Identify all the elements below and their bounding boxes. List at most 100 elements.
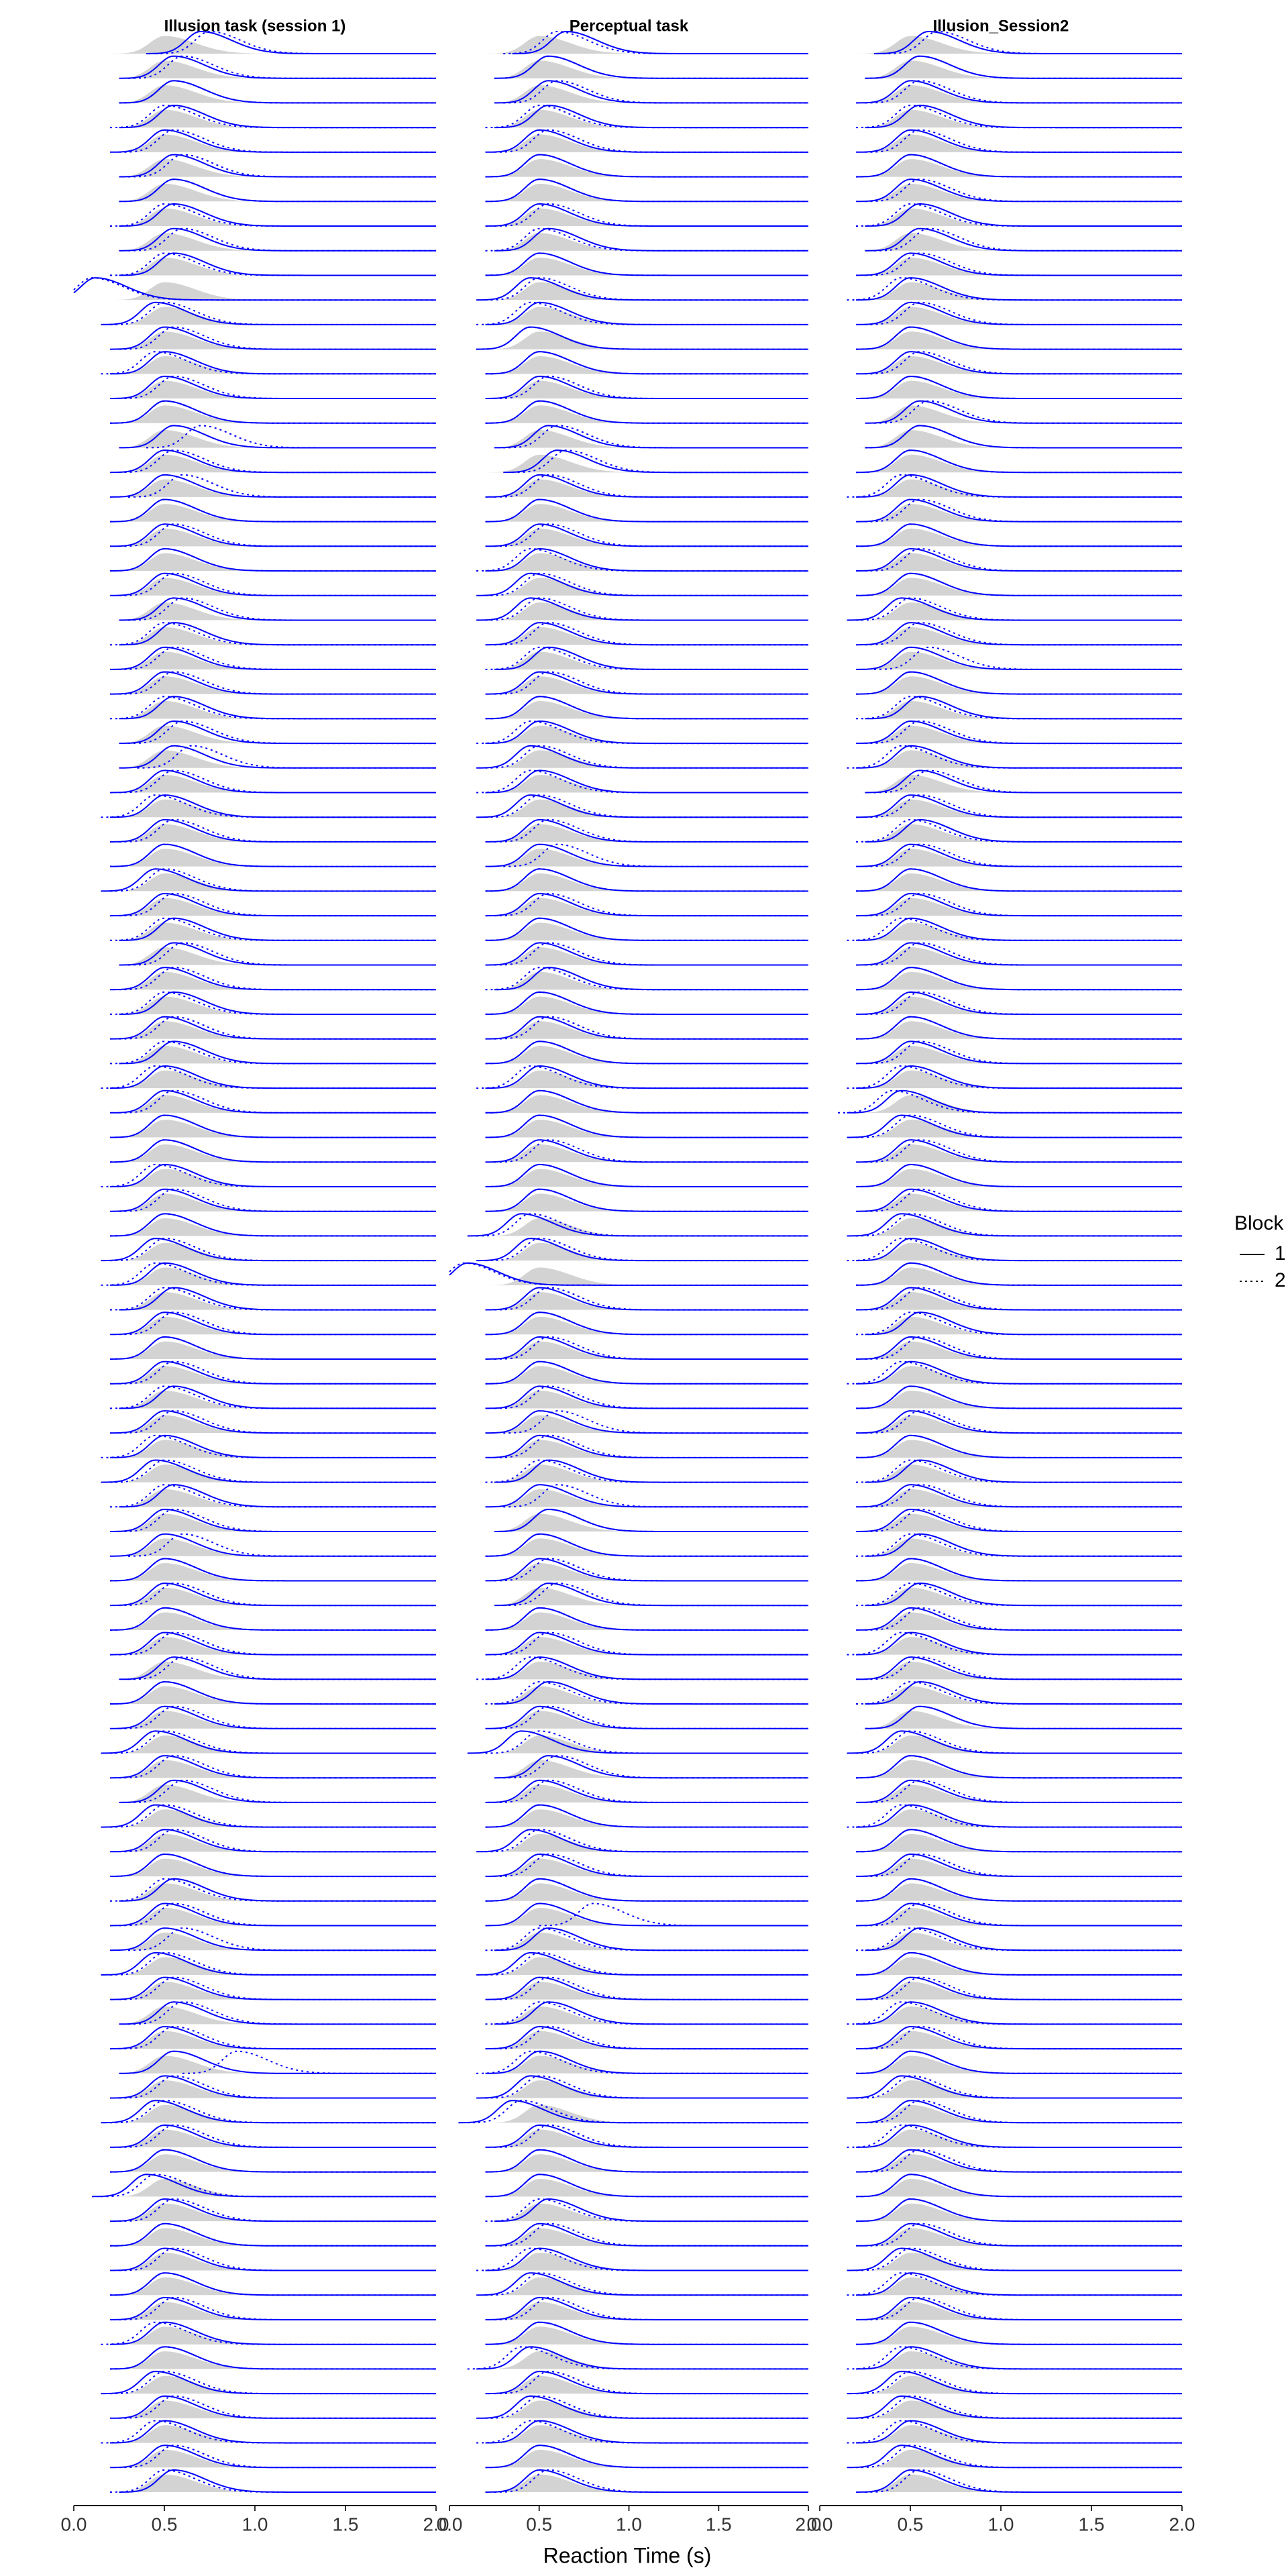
reference-density: [856, 1292, 1073, 1310]
reference-density: [110, 873, 327, 892]
density-curve: [109, 1016, 436, 1040]
density-curve: [101, 1065, 436, 1089]
density-curve: [73, 277, 436, 301]
reference-density: [856, 430, 1073, 448]
density-curve: [182, 2050, 436, 2074]
density-curve: [110, 1336, 436, 1360]
reference-density: [110, 2154, 327, 2172]
panel-title: Perceptual task: [570, 17, 689, 35]
reference-density: [856, 233, 1073, 251]
reference-density: [110, 947, 327, 965]
density-curve: [110, 252, 436, 276]
density-curve: [110, 1089, 436, 1114]
density-curve: [110, 671, 436, 695]
reference-density: [856, 183, 1073, 202]
reference-density: [485, 1760, 701, 1778]
reference-density: [110, 1169, 327, 1187]
density-curve: [485, 1459, 808, 1483]
reference-density: [110, 627, 327, 645]
reference-density: [485, 479, 701, 497]
density-curve: [485, 2420, 808, 2444]
reference-density: [856, 1316, 1073, 1335]
density-curve: [865, 1509, 1182, 1532]
density-curve: [855, 2174, 1182, 2198]
density-curve: [119, 1656, 436, 1680]
reference-density: [110, 258, 327, 276]
density-curve: [119, 154, 436, 178]
panel-title: Illusion task (session 1): [164, 17, 346, 35]
density-curve: [856, 129, 1182, 153]
density-curve: [856, 991, 1182, 1015]
reference-density: [485, 380, 701, 399]
reference-density: [485, 2154, 701, 2172]
density-curve: [485, 1188, 808, 1212]
reference-density: [110, 849, 327, 867]
reference-density: [485, 1637, 701, 1655]
reference-density: [110, 1070, 327, 1089]
reference-density: [856, 676, 1073, 694]
reference-density: [856, 504, 1073, 522]
density-curve: [856, 1139, 1182, 1163]
density-curve: [847, 2346, 1182, 2370]
density-curve: [485, 1829, 808, 1853]
density-curve: [109, 868, 436, 892]
density-curve: [110, 2198, 436, 2222]
reference-density: [485, 1858, 701, 1877]
density-curve: [101, 1262, 436, 1286]
density-curve: [855, 597, 1182, 621]
reference-density: [110, 307, 327, 325]
density-curve: [485, 2445, 808, 2469]
density-curve: [119, 1410, 436, 1434]
reference-density: [110, 1908, 327, 1926]
reference-density: [856, 1833, 1073, 1852]
density-curve: [449, 1262, 808, 1286]
density-curve: [494, 2371, 808, 2395]
density-curve: [855, 449, 1182, 474]
density-curve: [856, 351, 1182, 375]
density-curve: [865, 1853, 1182, 1878]
reference-density: [485, 1218, 701, 1236]
density-curve: [109, 2445, 436, 2469]
reference-density: [856, 2080, 1073, 2098]
reference-density: [110, 454, 327, 473]
reference-density: [110, 2474, 327, 2492]
density-curve: [865, 400, 1182, 424]
density-curve: [485, 2247, 808, 2271]
reference-density: [110, 528, 327, 547]
reference-density: [485, 159, 701, 177]
reference-density: [485, 553, 701, 572]
density-curve: [485, 1533, 808, 1557]
density-curve: [865, 129, 1182, 153]
density-curve: [119, 1016, 436, 1040]
density-curve: [110, 2395, 436, 2419]
reference-density: [856, 405, 1073, 423]
density-curve: [485, 1040, 808, 1065]
density-curve: [485, 2001, 808, 2025]
reference-density: [856, 2129, 1073, 2147]
reference-density: [485, 1391, 701, 1409]
reference-density: [485, 233, 701, 251]
reference-density: [110, 1242, 327, 1261]
reference-density: [485, 676, 701, 694]
reference-density: [485, 1612, 701, 1630]
density-curve: [110, 696, 436, 720]
reference-density: [485, 700, 701, 719]
reference-density: [485, 2228, 701, 2246]
density-curve: [856, 1976, 1182, 2000]
reference-density: [110, 1489, 327, 1507]
x-tick-label: 1.5: [1079, 2514, 1105, 2534]
density-curve: [503, 843, 808, 867]
reference-density: [110, 1711, 327, 1729]
reference-density: [856, 2277, 1073, 2296]
reference-density: [110, 2228, 327, 2246]
density-curve: [110, 1951, 436, 1976]
density-curve: [856, 2100, 1182, 2124]
reference-density: [110, 405, 327, 423]
density-curve: [494, 2025, 808, 2050]
reference-density: [110, 898, 327, 916]
reference-density: [856, 1366, 1073, 1384]
reference-density: [856, 1218, 1073, 1236]
reference-density: [856, 134, 1073, 152]
reference-density: [485, 1095, 701, 1113]
density-curve: [110, 2100, 436, 2124]
